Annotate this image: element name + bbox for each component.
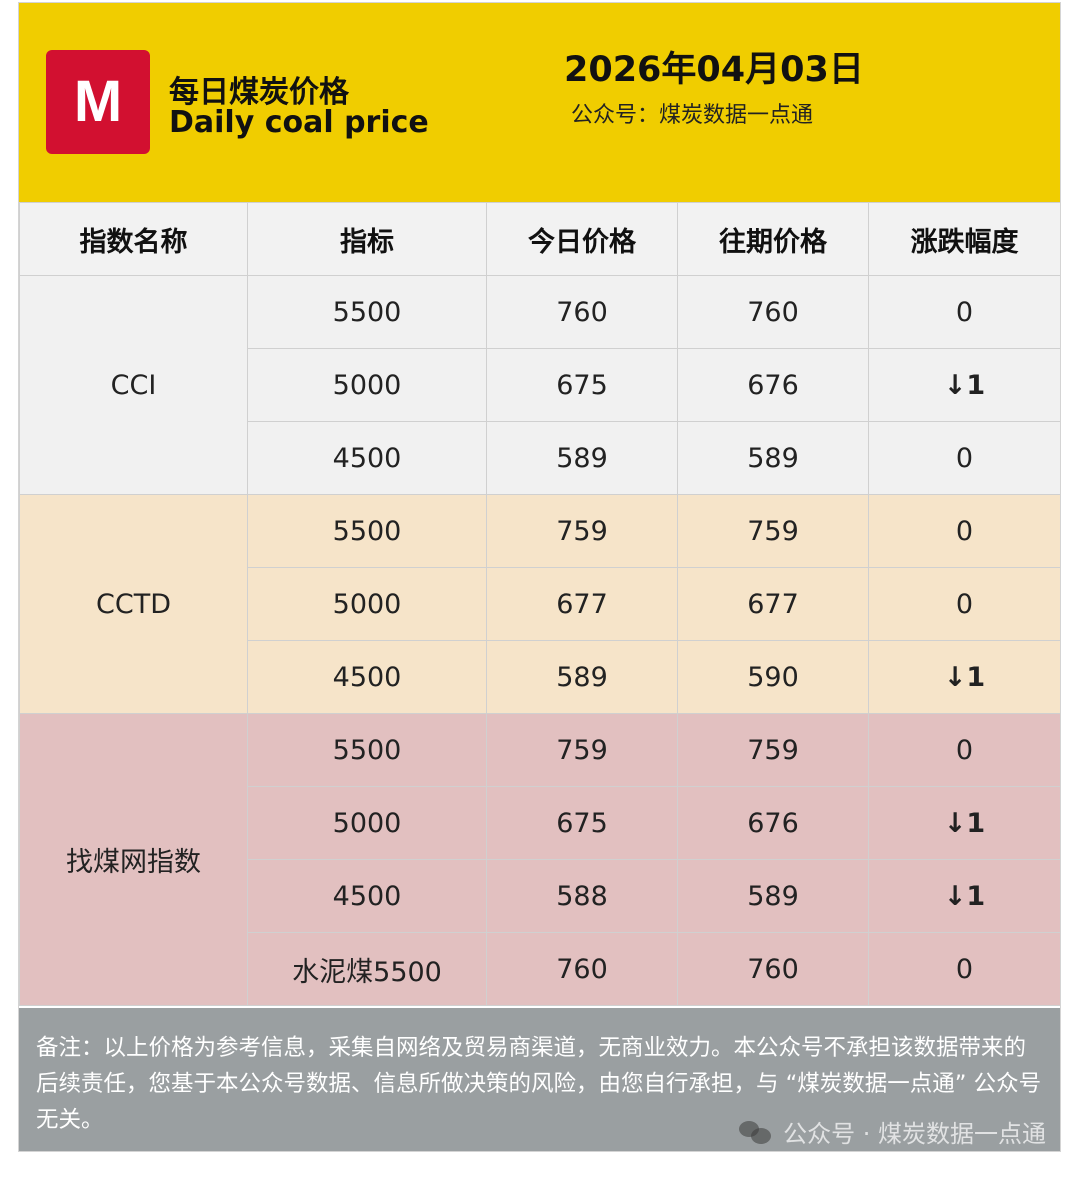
- disclaimer-note: 备注：以上价格为参考信息，采集自网络及贸易商渠道，无商业效力。本公众号不承担该数…: [36, 1035, 1042, 1133]
- column-header: 今日价格: [486, 202, 678, 276]
- previous-price-cell: 760: [677, 932, 869, 1006]
- column-header: 往期价格: [677, 202, 869, 276]
- change-cell: 0: [868, 713, 1060, 787]
- indicator-cell: 4500: [247, 640, 487, 714]
- indicator-cell: 5000: [247, 567, 487, 641]
- today-price-cell: 589: [486, 421, 678, 495]
- report-date: 2026年04月03日: [564, 50, 864, 90]
- price-card: M 每日煤炭价格 Daily coal price 2026年04月03日 公众…: [18, 2, 1061, 1152]
- indicator-cell: 5000: [247, 786, 487, 860]
- table-row: CCTD 5500 759 759 0: [19, 494, 1060, 714]
- previous-price-cell: 589: [677, 859, 869, 933]
- price-table: 指数名称 指标 今日价格 往期价格 涨跌幅度 CCI 5500 760 760 0 500…: [19, 202, 1060, 1006]
- header: M 每日煤炭价格 Daily coal price 2026年04月03日 公众…: [19, 3, 1060, 202]
- change-cell: 0: [868, 494, 1060, 568]
- indicator-cell: 5500: [247, 494, 487, 568]
- table-body: CCI 5500 760 760 0 5000 675 676 ↓1 4500 589 589 0 CCT…: [19, 275, 1060, 1006]
- today-price-cell: 675: [486, 348, 678, 422]
- table-row: 5000 675 676 ↓1: [20, 348, 1060, 422]
- logo: M: [46, 50, 150, 154]
- previous-price-cell: 676: [677, 348, 869, 422]
- account-name: 公众号：煤炭数据一点通: [571, 103, 814, 128]
- change-cell: 0: [868, 275, 1060, 349]
- today-price-cell: 677: [486, 567, 678, 641]
- previous-price-cell: 759: [677, 494, 869, 568]
- indicator-cell: 5500: [247, 275, 487, 349]
- indicator-cell: 水泥煤5500: [247, 932, 487, 1006]
- column-header: 涨跌幅度: [868, 202, 1060, 276]
- change-cell: ↓1: [868, 859, 1060, 933]
- change-cell: 0: [868, 932, 1060, 1006]
- table-row: 找煤网指数 5500 759 759 0: [19, 713, 1060, 1006]
- today-price-cell: 760: [486, 275, 678, 349]
- table-row: CCI 5500 760 760 0: [19, 275, 1060, 495]
- table-row: 4500 589 589 0: [20, 421, 1060, 495]
- previous-price-cell: 589: [677, 421, 869, 495]
- previous-price-cell: 759: [677, 713, 869, 787]
- wechat-icon: [739, 1119, 773, 1145]
- title-chinese: 每日煤炭价格: [169, 75, 349, 110]
- table-row: 水泥煤5500 760 760 0: [20, 932, 1060, 1006]
- previous-price-cell: 677: [677, 567, 869, 641]
- index-name-cell: CCTD: [19, 494, 248, 714]
- change-cell: ↓1: [868, 348, 1060, 422]
- previous-price-cell: 760: [677, 275, 869, 349]
- table-row: 4500 588 589 ↓1: [20, 859, 1060, 933]
- table-row: 5000 675 676 ↓1: [20, 786, 1060, 860]
- indicator-cell: 5500: [247, 713, 487, 787]
- today-price-cell: 759: [486, 494, 678, 568]
- table-header-row: 指数名称 指标 今日价格 往期价格 涨跌幅度: [19, 202, 1060, 276]
- today-price-cell: 588: [486, 859, 678, 933]
- index-name-cell: CCI: [19, 275, 248, 495]
- indicator-cell: 4500: [247, 859, 487, 933]
- change-cell: ↓1: [868, 786, 1060, 860]
- change-cell: 0: [868, 421, 1060, 495]
- column-header: 指标: [247, 202, 487, 276]
- change-cell: 0: [868, 567, 1060, 641]
- change-cell: ↓1: [868, 640, 1060, 714]
- watermark: 公众号 · 煤炭数据一点通: [739, 1114, 1046, 1149]
- title-english: Daily coal price: [169, 105, 429, 140]
- indicator-cell: 5000: [247, 348, 487, 422]
- table-row: 4500 589 590 ↓1: [20, 640, 1060, 714]
- footer: 备注：以上价格为参考信息，采集自网络及贸易商渠道，无商业效力。本公众号不承担该数…: [19, 1008, 1060, 1151]
- previous-price-cell: 676: [677, 786, 869, 860]
- today-price-cell: 675: [486, 786, 678, 860]
- index-name-cell: 找煤网指数: [19, 713, 248, 1006]
- today-price-cell: 589: [486, 640, 678, 714]
- previous-price-cell: 590: [677, 640, 869, 714]
- indicator-cell: 4500: [247, 421, 487, 495]
- today-price-cell: 759: [486, 713, 678, 787]
- today-price-cell: 760: [486, 932, 678, 1006]
- column-header: 指数名称: [19, 202, 248, 276]
- watermark-text: 公众号 · 煤炭数据一点通: [783, 1120, 1046, 1148]
